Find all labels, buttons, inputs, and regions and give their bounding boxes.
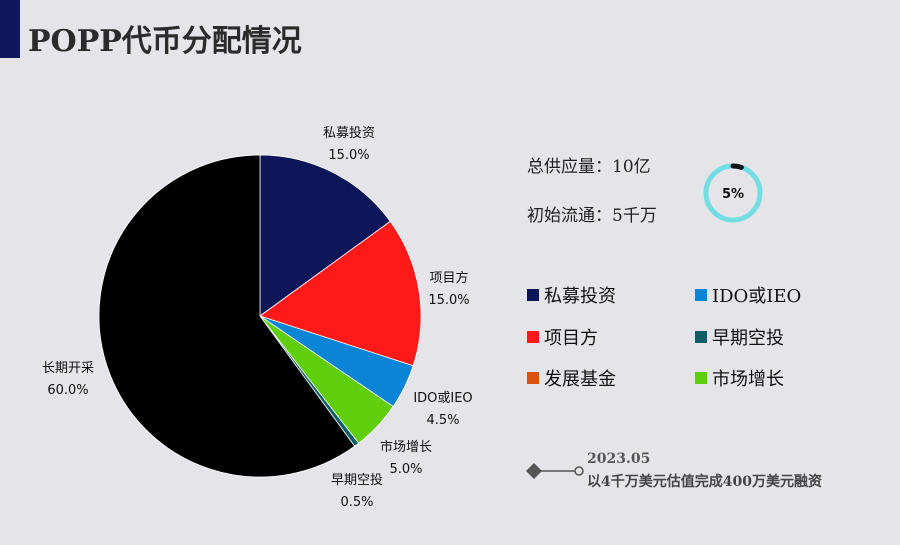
slice-value-label: 0.5% [340,495,373,510]
slice-value-label: 15.0% [328,148,369,163]
slice-name-label: 私募投资 [323,125,375,141]
pie-slice [259,154,391,317]
legend-label: IDO或IEO [712,286,802,307]
legend-label: 项目方 [544,328,598,349]
legend-swatch [527,289,539,301]
legend-swatch [695,289,707,301]
legend-label: 发展基金 [544,369,616,390]
slice-name-label: IDO或IEO [413,391,472,406]
slice-name-label: 项目方 [429,270,468,286]
diamond-icon [526,463,542,479]
page-title: POPP代币分配情况 [28,24,302,59]
legend-item: IDO或IEO [695,282,801,308]
legend-label: 早期空投 [712,328,784,349]
legend-item: 项目方 [527,324,598,350]
slice-value-label: 4.5% [426,413,459,428]
legend-label: 市场增长 [712,369,784,390]
timeline-date: 2023.05 [587,451,651,467]
title-accent-bar [0,0,20,58]
pie-slices [98,154,422,478]
legend-item: 早期空投 [695,324,784,350]
slice-name-label: 市场增长 [380,439,432,455]
pie-slice [259,220,422,367]
pie-labels: 私募投资 15.0% 项目方 15.0% IDO或IEO 4.5% 市场增长 5.0% 早期空投… [42,125,473,510]
slice-value-label: 5.0% [389,462,422,477]
initial-circulation-text: 初始流通：5千万 [527,206,657,226]
legend-swatch [527,372,539,384]
timeline-marker [526,463,584,479]
ring-progress [730,163,744,170]
legend-item: 市场增长 [695,365,784,391]
timeline-text: 以4千万美元估值完成400万美元融资 [587,474,822,490]
legend-swatch [695,331,707,343]
slice-value-label: 15.0% [428,293,469,308]
timeline-dot-icon [574,466,584,476]
ring-label: 5% [722,187,744,202]
slice-name-label: 长期开采 [42,361,94,376]
legend-swatch [527,331,539,343]
total-supply-text: 总供应量：10亿 [527,157,651,177]
legend-swatch [695,372,707,384]
legend-item: 私募投资 [527,282,616,308]
circulation-ring: 5% [703,163,763,223]
slice-value-label: 60.0% [47,383,88,398]
legend-item: 发展基金 [527,365,616,391]
slice-name-label: 早期空投 [331,472,383,488]
pie-slice [98,154,356,478]
legend-label: 私募投资 [544,286,616,307]
